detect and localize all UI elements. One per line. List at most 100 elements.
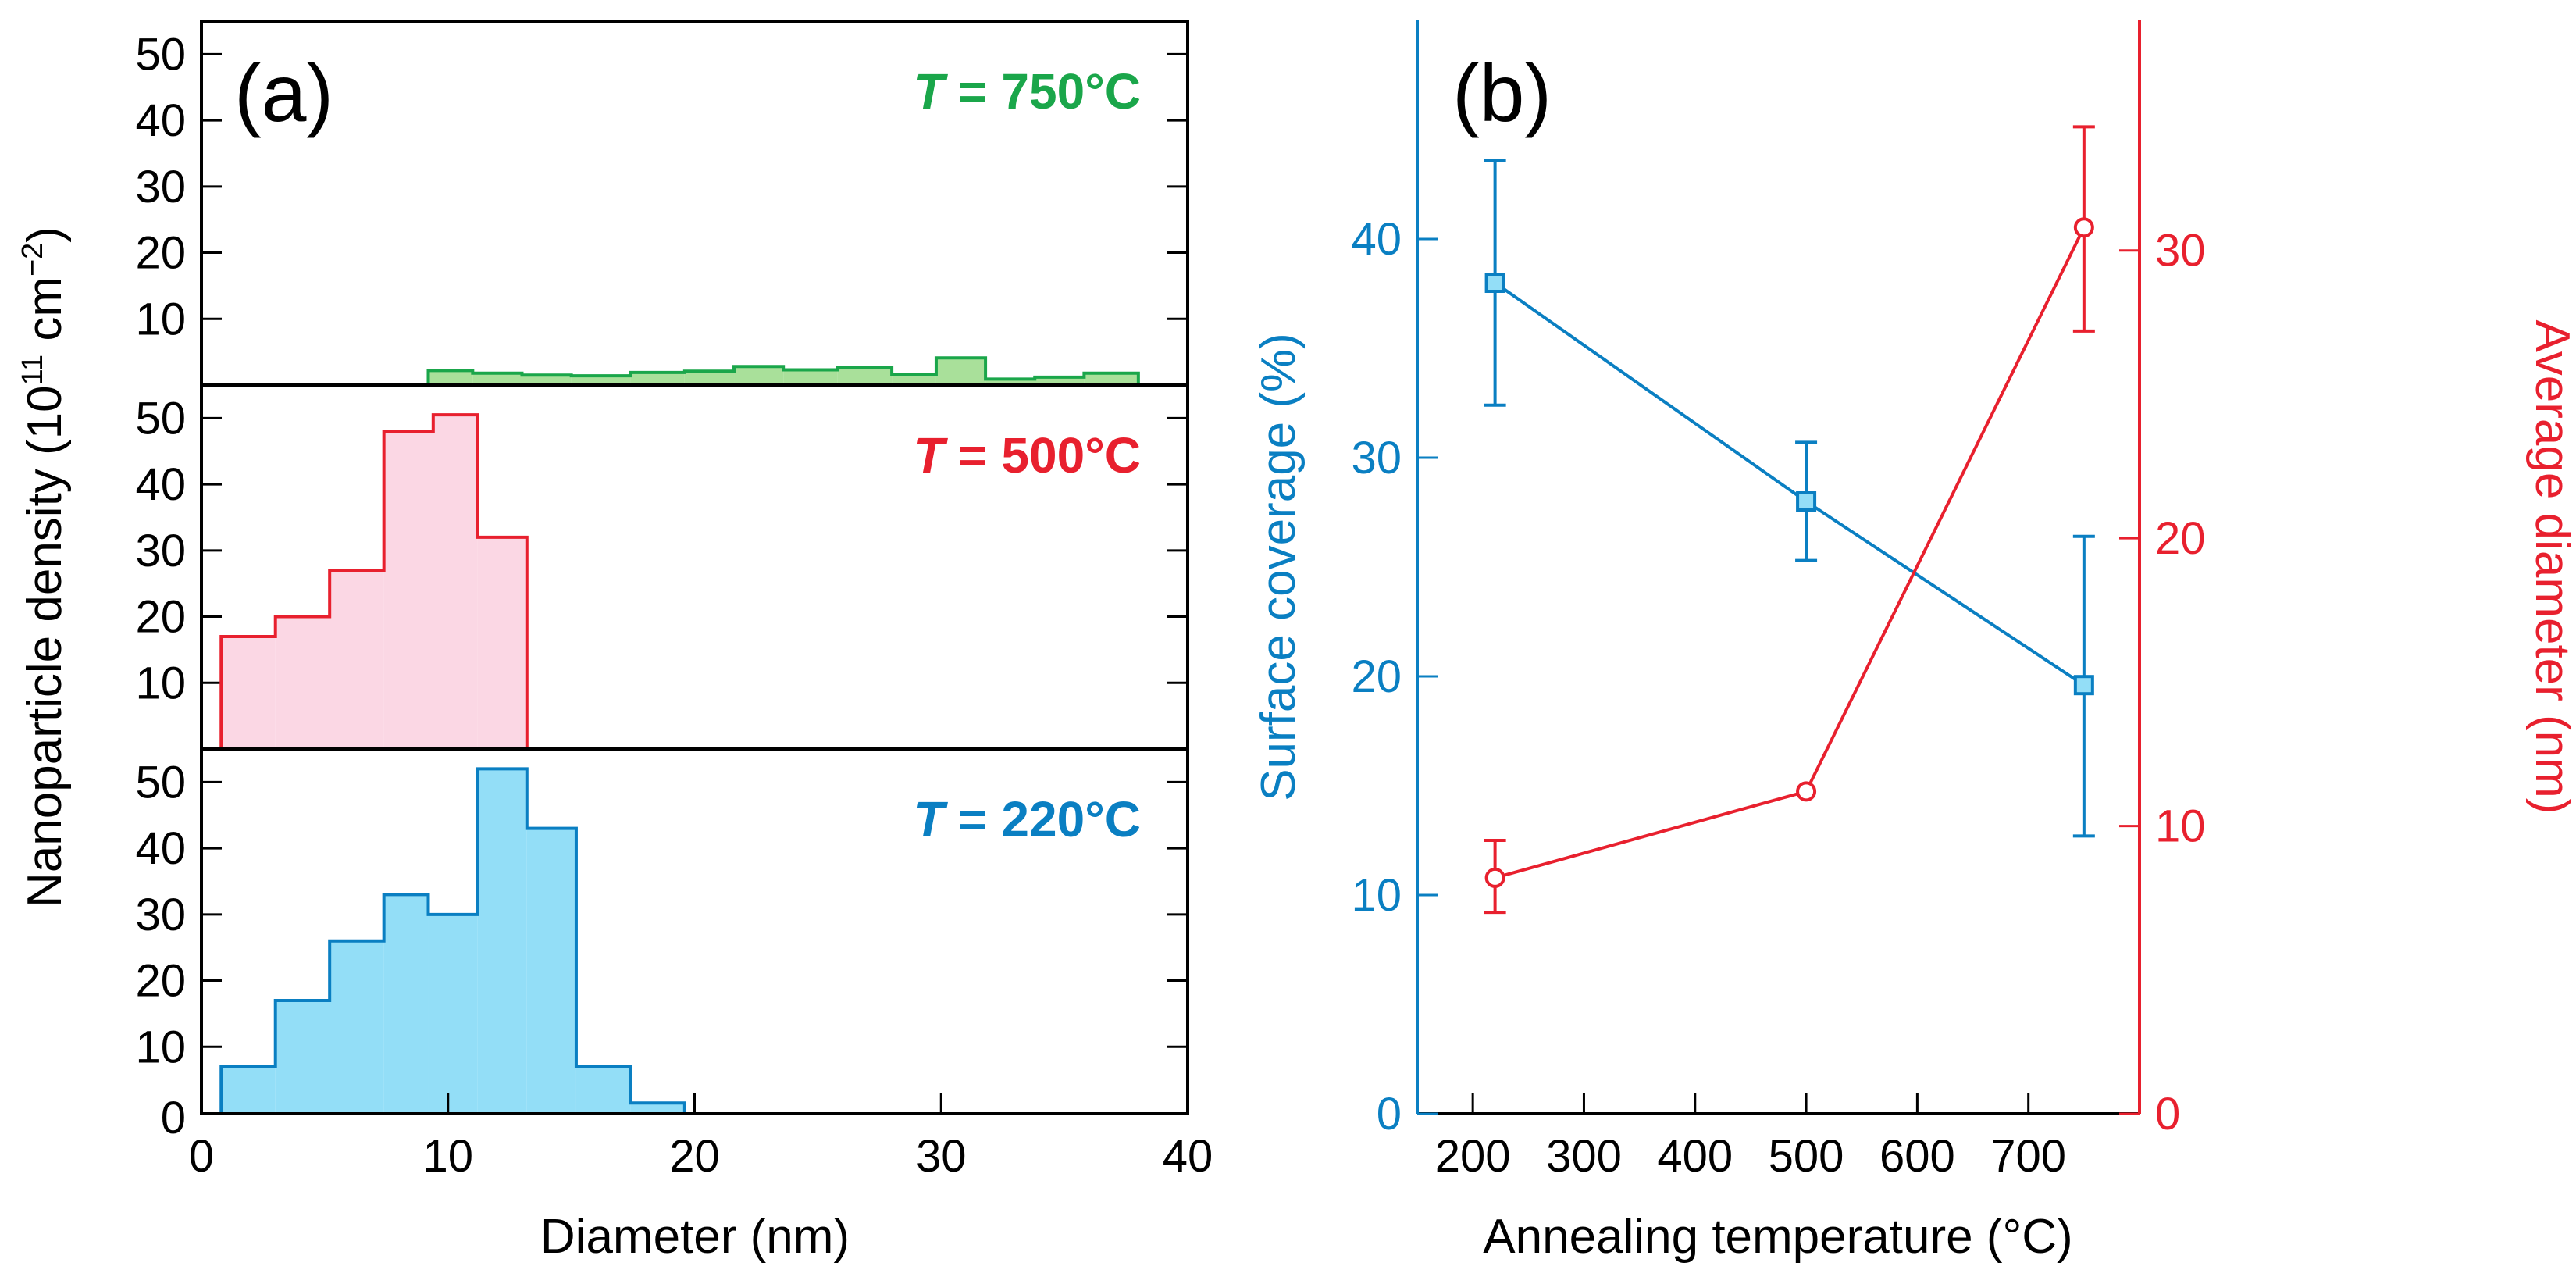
x-tick-label: 10	[422, 1131, 473, 1182]
histogram-bar	[477, 537, 527, 749]
histogram-bar	[522, 375, 572, 385]
series-label: T = 220°C	[914, 791, 1141, 847]
y-tick-label: 40	[135, 95, 186, 146]
series-label-symbol: T	[914, 791, 948, 847]
histogram-bar	[630, 1103, 685, 1113]
left-y-tick-label: 0	[1377, 1089, 1402, 1140]
histogram-bar	[275, 616, 330, 749]
panel-a-y-label-close: )	[18, 226, 72, 243]
left-y-tick-label: 10	[1351, 870, 1402, 921]
series-circle	[1484, 125, 2095, 915]
histogram-bar	[734, 366, 784, 385]
histogram-bar	[383, 431, 433, 749]
x-tick-label: 200	[1435, 1131, 1511, 1182]
data-point	[2073, 675, 2094, 696]
histogram-bar	[684, 371, 735, 385]
data-point	[1484, 273, 1505, 293]
histogram-bar	[472, 373, 522, 385]
series-label-text: = 220°C	[944, 791, 1141, 847]
panel-b-series	[1484, 125, 2095, 915]
series-line	[1495, 226, 2086, 879]
panel-a-y-label-sup1: 11	[16, 355, 49, 385]
y-tick-label: 40	[135, 459, 186, 510]
x-tick-label: 30	[916, 1131, 967, 1182]
histogram-1: 10 20 30 40 50 T = 750°C	[135, 29, 1188, 385]
panel-a-y-label-main: Nanoparticle density (10	[18, 385, 72, 908]
histogram-bar	[330, 570, 384, 749]
x-tick-label: 0	[189, 1131, 214, 1182]
histogram-bar	[571, 376, 631, 385]
y-tick-label: 30	[135, 162, 186, 212]
data-point	[1484, 867, 1505, 888]
histogram-bar	[935, 358, 986, 385]
histogram-bar	[330, 940, 384, 1113]
left-y-tick-label: 40	[1351, 214, 1402, 265]
y-tick-label: 10	[135, 294, 186, 344]
y-tick-label: 50	[135, 393, 186, 444]
series-line	[1494, 281, 2085, 687]
series-label-symbol: T	[914, 427, 948, 483]
histogram-bar	[428, 370, 473, 385]
histogram-bar	[433, 415, 478, 749]
y-tick-label: 40	[135, 823, 186, 874]
histogram-bar	[985, 379, 1035, 385]
histogram-bar	[575, 1066, 631, 1113]
histogram-bar	[221, 636, 276, 749]
series-label: T = 750°C	[914, 63, 1141, 119]
panel-b-x-axis-label: Annealing temperature (°C)	[1483, 1210, 2072, 1264]
histogram-outline	[426, 356, 1140, 385]
histogram-bar	[1084, 373, 1138, 385]
x-tick-label: 700	[1990, 1131, 2066, 1182]
panel-a-y-label-sup2: −2	[16, 243, 49, 276]
histogram-bar	[1035, 376, 1085, 385]
panel-a-y-axis-label: Nanoparticle density (1011 cm−2)	[16, 226, 72, 908]
right-y-tick-label: 0	[2155, 1089, 2180, 1140]
x-tick-label: 400	[1657, 1131, 1733, 1182]
y-tick-label: 50	[135, 757, 186, 808]
histogram-bar	[383, 894, 429, 1113]
series-label-text: = 750°C	[944, 63, 1141, 119]
y-tick-label: 10	[135, 1022, 186, 1072]
panel-a: (a) 10 20 30 40 50 T = 750°C 10 20 30 40 50 T = 500…	[16, 20, 1213, 1264]
series-label: T = 500°C	[914, 427, 1141, 483]
panel-b-label: (b)	[1452, 48, 1552, 139]
y-tick-label: 20	[135, 956, 186, 1007]
histogram-2: 10 20 30 40 50 T = 500°C	[135, 393, 1188, 749]
histogram-bar	[428, 914, 478, 1113]
left-y-tick-label: 30	[1351, 433, 1402, 483]
x-tick-label: 600	[1879, 1131, 1955, 1182]
right-y-tick-label: 10	[2155, 801, 2206, 852]
y-tick-label: 30	[135, 526, 186, 576]
y-tick-label: 10	[135, 658, 186, 708]
x-tick-label: 40	[1163, 1131, 1213, 1182]
histogram-bar	[477, 769, 527, 1113]
right-y-tick-label: 30	[2155, 226, 2206, 276]
left-y-tick-label: 20	[1351, 651, 1402, 702]
panel-a-label: (a)	[234, 48, 333, 139]
y-tick-label: 30	[135, 890, 186, 940]
histogram-bar	[783, 369, 838, 385]
x-tick-label: 300	[1546, 1131, 1622, 1182]
histogram-bar	[221, 1066, 276, 1113]
histogram-outline	[219, 413, 529, 749]
histogram-3: 10 20 30 40 50 T = 220°C	[135, 757, 1188, 1113]
data-point	[1796, 491, 1817, 512]
panel-a-x-ticks: 0 10 20 30 40	[189, 1093, 1213, 1182]
histogram-outline	[219, 767, 686, 1113]
panel-a-y-zero-label: 0	[161, 1093, 186, 1143]
panel-a-y-label-unit: cm	[18, 276, 72, 355]
series-label-text: = 500°C	[944, 427, 1141, 483]
panel-a-x-axis-label: Diameter (nm)	[540, 1210, 850, 1264]
histogram-bar	[630, 372, 685, 385]
histogram-bar	[837, 367, 893, 385]
y-tick-label: 20	[135, 228, 186, 279]
right-y-tick-label: 20	[2155, 513, 2206, 564]
panel-b-left-axis-label: Surface coverage (%)	[1252, 333, 1306, 801]
y-tick-label: 20	[135, 592, 186, 643]
histogram-bar	[275, 1000, 330, 1113]
histogram-bar	[526, 828, 576, 1113]
